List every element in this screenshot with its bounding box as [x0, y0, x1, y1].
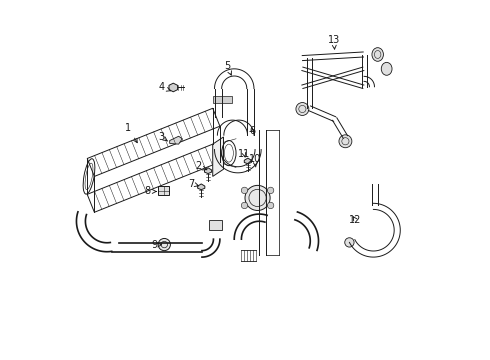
Polygon shape: [213, 137, 223, 176]
Polygon shape: [169, 83, 177, 92]
Text: 11: 11: [238, 149, 250, 159]
Circle shape: [158, 238, 171, 251]
Circle shape: [268, 202, 274, 209]
Text: 8: 8: [145, 186, 156, 197]
Polygon shape: [245, 158, 251, 164]
Ellipse shape: [381, 62, 392, 75]
Ellipse shape: [245, 185, 270, 211]
Circle shape: [241, 187, 248, 194]
Circle shape: [268, 187, 274, 194]
Text: 10: 10: [249, 154, 261, 167]
Polygon shape: [170, 136, 182, 144]
Text: 1: 1: [125, 123, 137, 143]
Ellipse shape: [372, 48, 383, 61]
Text: 5: 5: [224, 61, 231, 75]
Bar: [158, 186, 169, 195]
Circle shape: [345, 238, 354, 247]
Bar: [213, 96, 232, 103]
Polygon shape: [197, 184, 205, 190]
Text: 7: 7: [188, 179, 198, 189]
Circle shape: [339, 135, 352, 148]
Circle shape: [241, 202, 248, 209]
Bar: [209, 220, 221, 230]
Circle shape: [296, 103, 309, 116]
Text: 4: 4: [159, 82, 171, 93]
Text: 9: 9: [151, 240, 162, 250]
Text: 13: 13: [328, 35, 340, 49]
Polygon shape: [204, 168, 212, 174]
Text: 3: 3: [159, 132, 168, 142]
Text: 12: 12: [349, 215, 362, 225]
Text: 6: 6: [249, 126, 255, 135]
Text: 2: 2: [195, 161, 207, 171]
